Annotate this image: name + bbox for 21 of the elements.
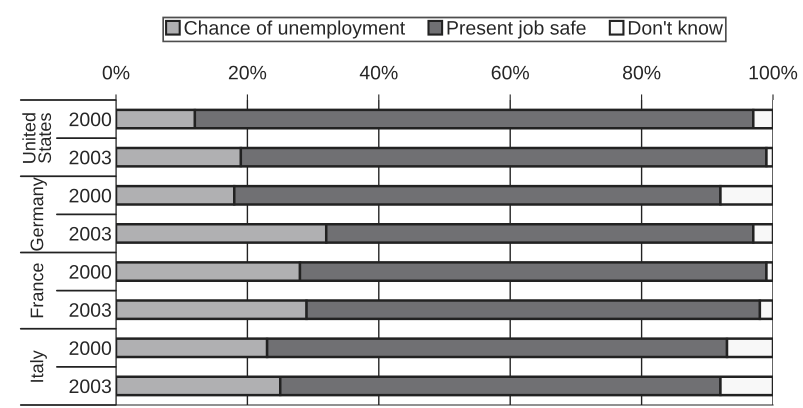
x-tick-label: 40% <box>360 66 398 80</box>
y-tick-label: 2003 <box>70 150 111 164</box>
legend-label: Present job safe <box>448 20 586 39</box>
text: France <box>30 263 44 318</box>
y-tick-label: 2000 <box>70 265 112 279</box>
x-tick-label: 20% <box>228 66 266 80</box>
y-tick-label: 2000 <box>70 341 112 356</box>
text: Italy <box>30 350 47 382</box>
x-tick-label: 100% <box>750 66 798 80</box>
y-tick-label: 2000 <box>70 112 112 126</box>
x-tick-label: 60% <box>492 66 529 80</box>
y-tick-label: 2003 <box>70 379 111 394</box>
x-tick-label: 80% <box>622 66 660 80</box>
y-tick-label: 2003 <box>70 303 111 317</box>
y-tick-label: 2003 <box>70 226 111 241</box>
legend-label: Chance of unemployment <box>184 20 406 39</box>
text: United States <box>22 113 52 163</box>
y-tick-label: 2000 <box>70 188 112 203</box>
x-tick-label: 0% <box>102 66 130 80</box>
text: Germany <box>30 177 47 251</box>
legend-label: Don't know <box>628 20 723 35</box>
